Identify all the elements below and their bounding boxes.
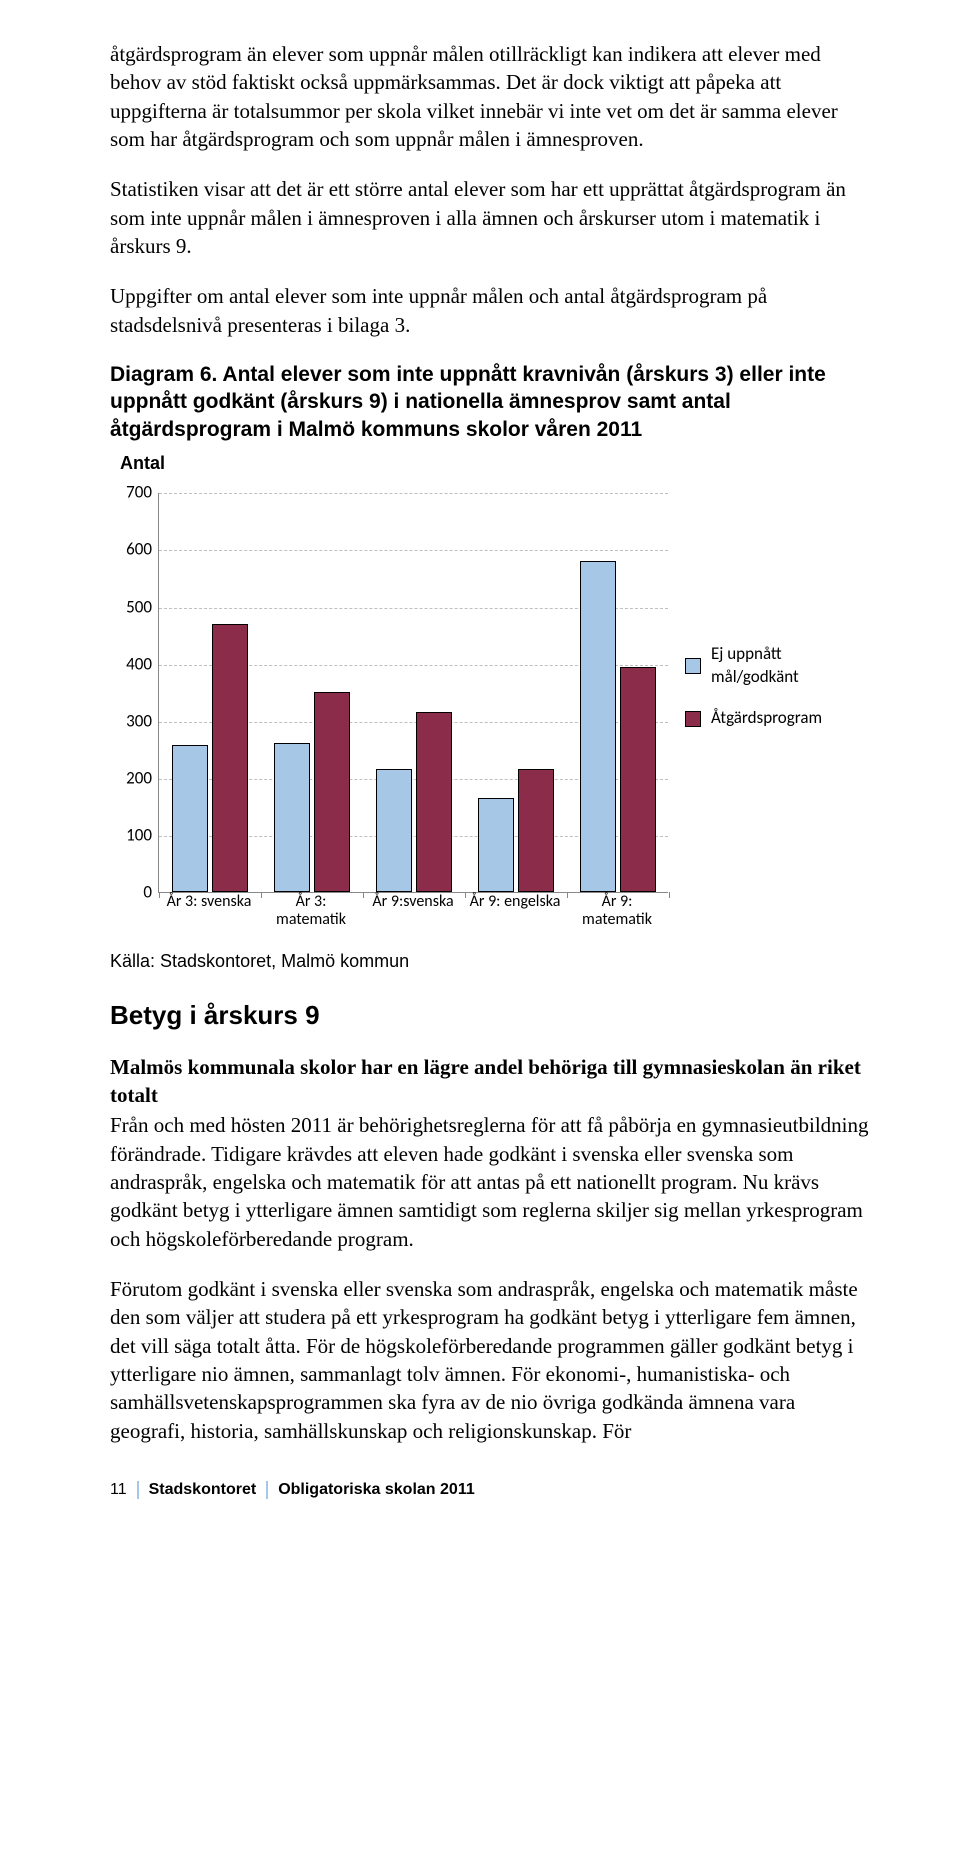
y-tick-label: 400 — [110, 653, 152, 676]
bar-ej-uppnatt — [274, 743, 310, 893]
section-heading: Betyg i årskurs 9 — [110, 998, 870, 1033]
diagram-heading: Diagram 6. Antal elever som inte uppnått… — [110, 361, 870, 443]
x-tick-label: År 9: engelska — [460, 893, 570, 911]
paragraph-3: Uppgifter om antal elever som inte uppnå… — [110, 282, 870, 339]
plot-area — [158, 493, 668, 893]
y-tick-label: 0 — [110, 882, 152, 905]
y-tick-label: 100 — [110, 825, 152, 848]
paragraph-2: Statistiken visar att det är ett större … — [110, 175, 870, 260]
footer-title: Obligatoriska skolan 2011 — [278, 1479, 475, 1501]
y-tick-label: 600 — [110, 539, 152, 562]
footer-separator-icon — [266, 1481, 268, 1499]
gridline — [159, 550, 668, 551]
paragraph-4: Från och med hösten 2011 är behörighetsr… — [110, 1111, 870, 1253]
y-axis-title: Antal — [120, 451, 870, 475]
x-tick-label: År 3: svenska — [154, 893, 264, 911]
bar-atgardsprogram — [620, 667, 656, 893]
x-tick-label: År 3:matematik — [256, 893, 366, 928]
legend-swatch-icon — [685, 658, 701, 674]
page-number: 11 — [110, 1479, 127, 1501]
legend-label: Åtgärdsprogram — [711, 707, 822, 730]
sub-heading: Malmös kommunala skolor har en lägre and… — [110, 1053, 870, 1110]
bar-atgardsprogram — [416, 712, 452, 892]
bar-atgardsprogram — [314, 692, 350, 892]
bar-atgardsprogram — [212, 624, 248, 893]
paragraph-5: Förutom godkänt i svenska eller svenska … — [110, 1275, 870, 1445]
y-tick-label: 700 — [110, 482, 152, 505]
x-tick-label: År 9:svenska — [358, 893, 468, 911]
y-tick-label: 200 — [110, 768, 152, 791]
footer-separator-icon — [137, 1481, 139, 1499]
bar-ej-uppnatt — [376, 769, 412, 892]
chart-source: Källa: Stadskontoret, Malmö kommun — [110, 949, 870, 973]
legend-label: Ej uppnått mål/godkänt — [711, 643, 870, 689]
legend: Ej uppnått mål/godkänt Åtgärdsprogram — [685, 643, 870, 748]
footer: 11 Stadskontoret Obligatoriska skolan 20… — [110, 1479, 870, 1501]
bar-atgardsprogram — [518, 769, 554, 892]
footer-unit: Stadskontoret — [149, 1479, 257, 1501]
page: åtgärdsprogram än elever som uppnår måle… — [0, 0, 960, 1531]
y-tick-label: 500 — [110, 596, 152, 619]
bar-ej-uppnatt — [580, 561, 616, 892]
bar-ej-uppnatt — [478, 798, 514, 892]
bar-ej-uppnatt — [172, 745, 208, 892]
y-tick-label: 300 — [110, 710, 152, 733]
x-tick-label: År 9:matematik — [562, 893, 672, 928]
legend-item: Åtgärdsprogram — [685, 707, 870, 730]
legend-swatch-icon — [685, 711, 701, 727]
paragraph-1: åtgärdsprogram än elever som uppnår måle… — [110, 40, 870, 153]
legend-item: Ej uppnått mål/godkänt — [685, 643, 870, 689]
bar-chart: 0 100 200 300 400 500 600 700 År 3: svenskaÅr 3… — [110, 483, 870, 943]
gridline — [159, 493, 668, 494]
